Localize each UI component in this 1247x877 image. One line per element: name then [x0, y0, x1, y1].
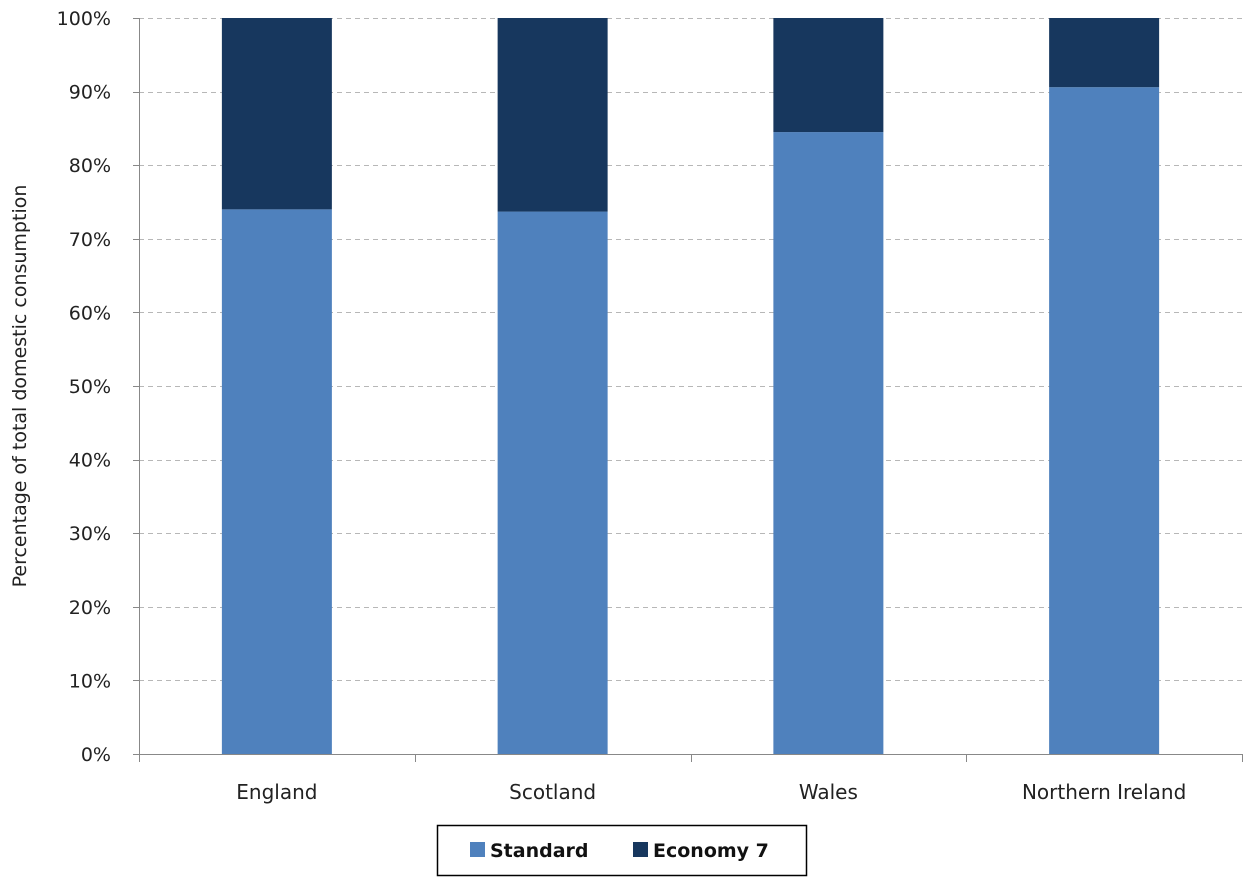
- y-tick-label: 80%: [69, 155, 111, 177]
- x-category-label: Wales: [799, 780, 858, 804]
- bars: [221, 18, 1160, 755]
- bar-standard-northern-ireland: [1049, 87, 1160, 754]
- legend-label: Economy 7: [653, 840, 769, 862]
- y-tick-label: 100%: [57, 8, 111, 30]
- bar-economy-7-wales: [773, 18, 884, 133]
- x-category-label: England: [236, 780, 317, 804]
- bar-economy-7-scotland: [497, 18, 608, 212]
- y-tick-label: 60%: [69, 302, 111, 324]
- y-tick-label: 10%: [69, 670, 111, 692]
- y-tick-label: 90%: [69, 82, 111, 104]
- legend-box: [436, 824, 808, 877]
- y-tick-label: 40%: [69, 450, 111, 472]
- bar-economy-7-northern-ireland: [1049, 18, 1160, 88]
- legend-swatch-standard: [470, 842, 485, 857]
- y-tick-label: 70%: [69, 229, 111, 251]
- y-tick-label: 30%: [69, 523, 111, 545]
- y-tick-label: 20%: [69, 597, 111, 619]
- y-tick-label: 0%: [81, 744, 111, 766]
- y-axis-title: Percentage of total domestic consumption: [9, 185, 31, 588]
- legend-swatch-economy-7: [633, 842, 648, 857]
- bar-standard-wales: [773, 132, 884, 754]
- y-tick-labels: 0% 10% 20% 30% 40% 50% 60% 70% 80% 90% 100%: [57, 8, 111, 766]
- legend: Standard Economy 7: [436, 824, 808, 877]
- legend-label: Standard: [490, 840, 589, 862]
- bar-standard-scotland: [497, 211, 608, 754]
- x-category-labels: England Scotland Wales Northern Ireland: [236, 780, 1186, 804]
- bar-economy-7-england: [221, 18, 332, 210]
- x-category-label: Northern Ireland: [1022, 780, 1186, 804]
- y-tick-label: 50%: [69, 376, 111, 398]
- axes: [133, 18, 1243, 762]
- x-category-label: Scotland: [509, 780, 596, 804]
- bar-standard-england: [221, 209, 332, 755]
